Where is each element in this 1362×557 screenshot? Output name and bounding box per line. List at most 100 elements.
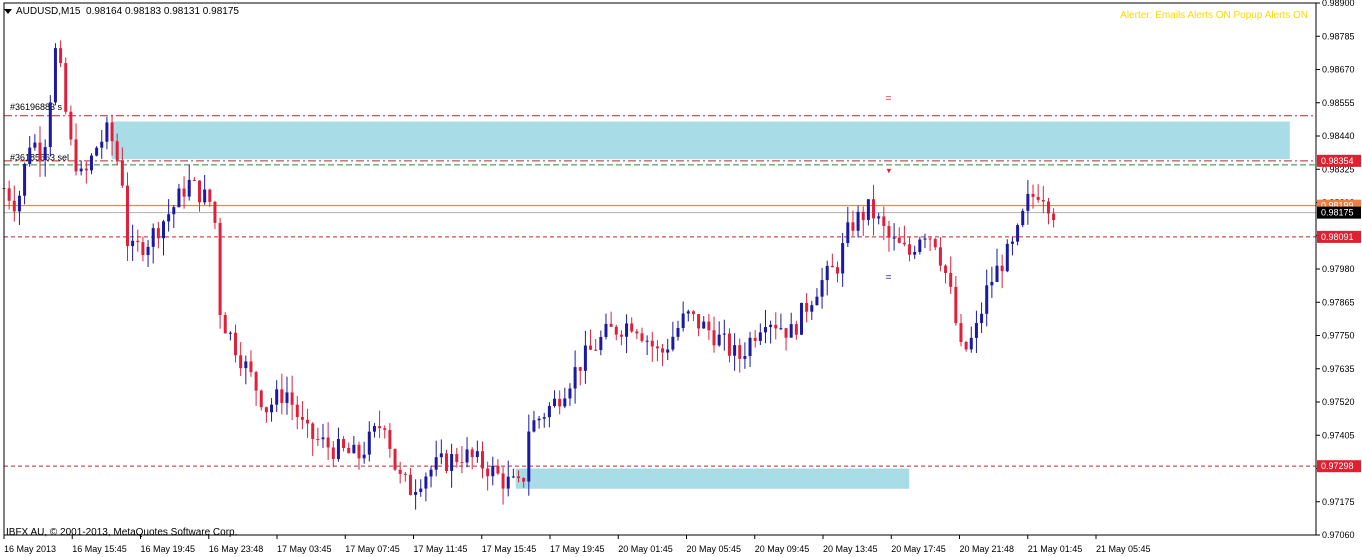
candle[interactable] <box>419 479 423 497</box>
candle[interactable] <box>100 129 104 159</box>
candle[interactable] <box>115 133 119 165</box>
candle[interactable] <box>79 160 83 176</box>
candle[interactable] <box>357 441 361 470</box>
candle[interactable] <box>311 422 315 456</box>
candle[interactable] <box>208 188 212 207</box>
candle[interactable] <box>501 466 505 505</box>
candle[interactable] <box>275 380 279 412</box>
candle[interactable] <box>758 323 762 346</box>
candle[interactable] <box>172 204 176 228</box>
candle[interactable] <box>455 447 459 468</box>
candle[interactable] <box>285 376 289 415</box>
candle[interactable] <box>532 410 536 433</box>
candle[interactable] <box>1046 197 1050 225</box>
candle[interactable] <box>28 135 32 167</box>
candle[interactable] <box>928 236 932 251</box>
order-label-upper[interactable]: #36196883 s <box>10 102 63 112</box>
candle[interactable] <box>177 183 181 208</box>
candle[interactable] <box>959 313 963 347</box>
candle[interactable] <box>1026 179 1030 225</box>
candle[interactable] <box>43 139 47 177</box>
candle[interactable] <box>270 398 274 422</box>
candle[interactable] <box>89 153 93 175</box>
candle[interactable] <box>918 236 922 255</box>
candle[interactable] <box>887 220 891 252</box>
candle[interactable] <box>630 317 634 333</box>
candle[interactable] <box>218 217 222 329</box>
candle[interactable] <box>439 439 443 465</box>
candle[interactable] <box>733 333 737 371</box>
candle[interactable] <box>95 146 99 157</box>
candle[interactable] <box>249 350 253 377</box>
candle[interactable] <box>985 269 989 327</box>
candle[interactable] <box>604 313 608 340</box>
candle[interactable] <box>681 301 685 332</box>
candle[interactable] <box>573 350 577 404</box>
candle[interactable] <box>619 330 623 346</box>
candle[interactable] <box>254 370 258 406</box>
candle[interactable] <box>547 402 551 428</box>
candle[interactable] <box>156 221 160 249</box>
supply-demand-zone-1[interactable] <box>515 468 910 489</box>
candle[interactable] <box>342 436 346 452</box>
candle[interactable] <box>655 340 659 362</box>
candle[interactable] <box>815 288 819 306</box>
candle[interactable] <box>17 190 21 225</box>
candle[interactable] <box>306 408 310 438</box>
candle[interactable] <box>470 447 474 470</box>
candle[interactable] <box>599 330 603 356</box>
candle[interactable] <box>774 312 778 340</box>
candle[interactable] <box>223 312 227 334</box>
candle[interactable] <box>846 206 850 248</box>
candle[interactable] <box>866 199 870 226</box>
candle[interactable] <box>59 40 63 68</box>
candle[interactable] <box>69 105 73 146</box>
candle[interactable] <box>300 401 304 430</box>
candle[interactable] <box>378 410 382 439</box>
candle[interactable] <box>388 423 392 458</box>
candle[interactable] <box>779 313 783 331</box>
candle[interactable] <box>691 310 695 321</box>
candle[interactable] <box>198 180 202 212</box>
candle[interactable] <box>830 253 834 268</box>
candle[interactable] <box>882 206 886 241</box>
candle[interactable] <box>1021 208 1025 228</box>
candle[interactable] <box>450 443 454 488</box>
candle[interactable] <box>902 225 906 247</box>
candle[interactable] <box>429 465 433 488</box>
candle[interactable] <box>522 477 526 488</box>
candle[interactable] <box>33 134 37 151</box>
candle[interactable] <box>1000 254 1004 289</box>
candle[interactable] <box>120 147 124 188</box>
candle[interactable] <box>1041 185 1045 214</box>
arrow-down-icon[interactable]: ▾ <box>887 166 892 176</box>
candle[interactable] <box>635 328 639 340</box>
candle[interactable] <box>424 472 428 502</box>
candle[interactable] <box>480 441 484 479</box>
candle[interactable] <box>666 338 670 361</box>
candle[interactable] <box>568 383 572 406</box>
candle[interactable] <box>640 327 644 343</box>
candle[interactable] <box>923 233 927 249</box>
candle[interactable] <box>496 459 500 475</box>
candle[interactable] <box>1005 239 1009 273</box>
candle[interactable] <box>228 331 232 341</box>
candle[interactable] <box>671 321 675 352</box>
candle[interactable] <box>969 326 973 353</box>
candle[interactable] <box>1052 208 1056 228</box>
candle[interactable] <box>836 261 840 283</box>
candle[interactable] <box>465 437 469 468</box>
candle[interactable] <box>161 219 165 256</box>
candle[interactable] <box>12 185 16 222</box>
candle[interactable] <box>614 324 618 341</box>
candle[interactable] <box>347 442 351 454</box>
candle[interactable] <box>661 343 665 367</box>
candle[interactable] <box>897 227 901 244</box>
candle[interactable] <box>563 387 567 409</box>
candle[interactable] <box>908 236 912 262</box>
candle[interactable] <box>799 302 803 336</box>
candle[interactable] <box>820 267 824 309</box>
candle[interactable] <box>234 324 238 363</box>
candle[interactable] <box>151 223 155 264</box>
